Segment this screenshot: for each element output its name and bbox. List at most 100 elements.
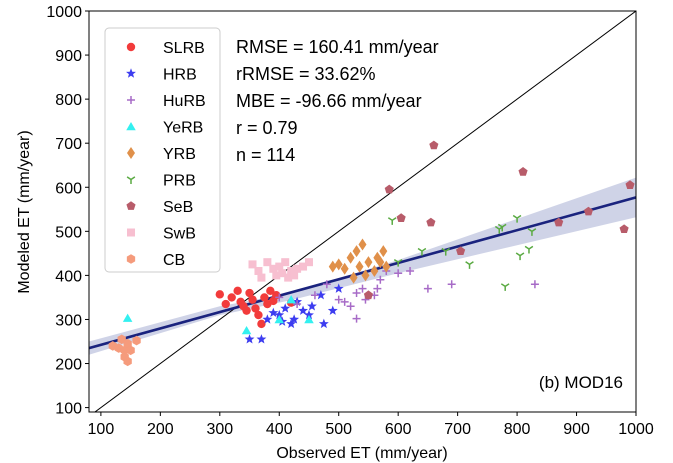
y-tick-label: 300 [55, 312, 82, 329]
data-point-yrb [340, 262, 349, 275]
stat-rrmse: rRMSE = 33.62% [236, 64, 376, 84]
data-point-hrb [315, 290, 326, 300]
data-point-seb [429, 140, 439, 150]
data-point-swb [293, 264, 302, 273]
data-point-prb [500, 283, 510, 291]
y-tick-label: 200 [55, 357, 82, 374]
data-point-prb [441, 247, 451, 256]
data-point-cb [132, 335, 141, 346]
stat-n: n = 114 [236, 145, 295, 165]
data-point-hrb [304, 309, 314, 320]
data-point-swb [248, 260, 257, 269]
data-point-yerb [274, 314, 285, 324]
data-point-slrb [266, 286, 275, 296]
data-point-prb [417, 247, 427, 256]
data-point-hurb [340, 297, 349, 306]
legend-marker-swb [127, 228, 135, 237]
y-tick-label: 500 [55, 224, 82, 241]
data-point-slrb [257, 319, 266, 329]
legend-marker-prb [126, 176, 136, 184]
data-point-seb [554, 217, 564, 227]
y-axis-ticks: 100 200 300 400 500 600 700 800 900 1000 [46, 4, 89, 418]
regression-line [89, 196, 636, 350]
data-point-swb [284, 273, 293, 282]
y-tick-label: 400 [55, 268, 82, 285]
data-point-slrb [221, 299, 230, 309]
legend-label-hurb: HuRB [163, 93, 206, 110]
data-point-slrb [227, 293, 236, 302]
data-point-hrb [307, 301, 317, 311]
data-point-yrb [370, 264, 379, 277]
data-point-prb [512, 214, 522, 223]
data-point-hurb [346, 302, 355, 311]
data-point-hurb [376, 275, 385, 284]
plot-frame [88, 10, 637, 413]
x-tick-label: 300 [206, 421, 233, 438]
data-point-hrb [280, 303, 291, 313]
data-point-swb [299, 262, 308, 271]
reference-lines-layer [89, 11, 636, 412]
data-point-hurb [394, 269, 403, 278]
data-point-yerb [241, 325, 252, 335]
data-point-hrb [256, 334, 267, 344]
data-point-hurb [275, 293, 284, 302]
data-point-swb [290, 271, 299, 280]
data-point-swb [263, 258, 272, 267]
data-point-seb [518, 167, 528, 176]
y-tick-label: 900 [55, 48, 82, 65]
data-point-swb [269, 264, 278, 273]
data-point-hurb [322, 280, 331, 289]
legend-marker-yerb [126, 122, 136, 131]
data-point-yrb [364, 256, 373, 269]
legend-label-swb: SwB [163, 226, 196, 243]
data-point-swb [254, 266, 263, 275]
data-point-prb [393, 258, 403, 267]
data-point-yerb [304, 314, 314, 324]
data-point-hrb [298, 305, 308, 315]
data-point-swb [281, 258, 290, 267]
y-tick-label: 700 [55, 136, 82, 153]
stat-r: r = 0.79 [236, 118, 298, 138]
data-point-slrb [254, 310, 263, 320]
legend-label-prb: PRB [163, 173, 196, 190]
x-tick-label: 1000 [618, 421, 654, 438]
data-point-prb [524, 245, 534, 254]
legend-label-yrb: YRB [163, 146, 196, 163]
x-tick-label: 500 [325, 421, 352, 438]
data-point-slrb [260, 293, 269, 302]
data-point-yrb [358, 238, 367, 251]
data-point-prb [465, 261, 474, 269]
data-point-swb [272, 271, 281, 280]
data-point-hrb [244, 334, 255, 344]
data-point-hrb [262, 314, 273, 324]
data-point-seb [396, 213, 406, 222]
stats-block: RMSE = 160.41 mm/year rRMSE = 33.62% MBE… [236, 37, 439, 165]
x-tick-label: 800 [504, 421, 531, 438]
x-tick-label: 600 [385, 421, 412, 438]
data-point-hurb [423, 284, 432, 293]
data-point-hurb [293, 300, 302, 309]
data-point-swb [304, 258, 313, 267]
data-point-hrb [318, 318, 329, 329]
data-points-layer [108, 140, 635, 367]
y-tick-label: 1000 [46, 4, 82, 21]
legend-marker-cb [126, 254, 136, 264]
data-point-yrb [376, 256, 385, 269]
data-point-hurb [447, 280, 456, 289]
data-point-seb [619, 224, 629, 234]
x-axis-label: Observed ET (mm/year) [276, 445, 447, 462]
data-point-hurb [530, 280, 539, 289]
legend-marker-slrb [126, 42, 136, 52]
y-axis-label: Modeled ET (mm/year) [16, 130, 33, 293]
data-point-hurb [358, 284, 367, 293]
legend-label-hrb: HRB [163, 67, 197, 84]
data-point-seb [363, 290, 374, 300]
legend-label-yerb: YeRB [163, 120, 203, 137]
data-point-slrb [233, 286, 242, 296]
data-point-slrb [248, 295, 257, 304]
data-point-yrb [382, 260, 391, 273]
panel-label: (b) MOD16 [539, 373, 623, 392]
data-point-hurb [352, 289, 361, 298]
x-tick-label: 100 [88, 421, 115, 438]
data-point-slrb [245, 288, 254, 298]
